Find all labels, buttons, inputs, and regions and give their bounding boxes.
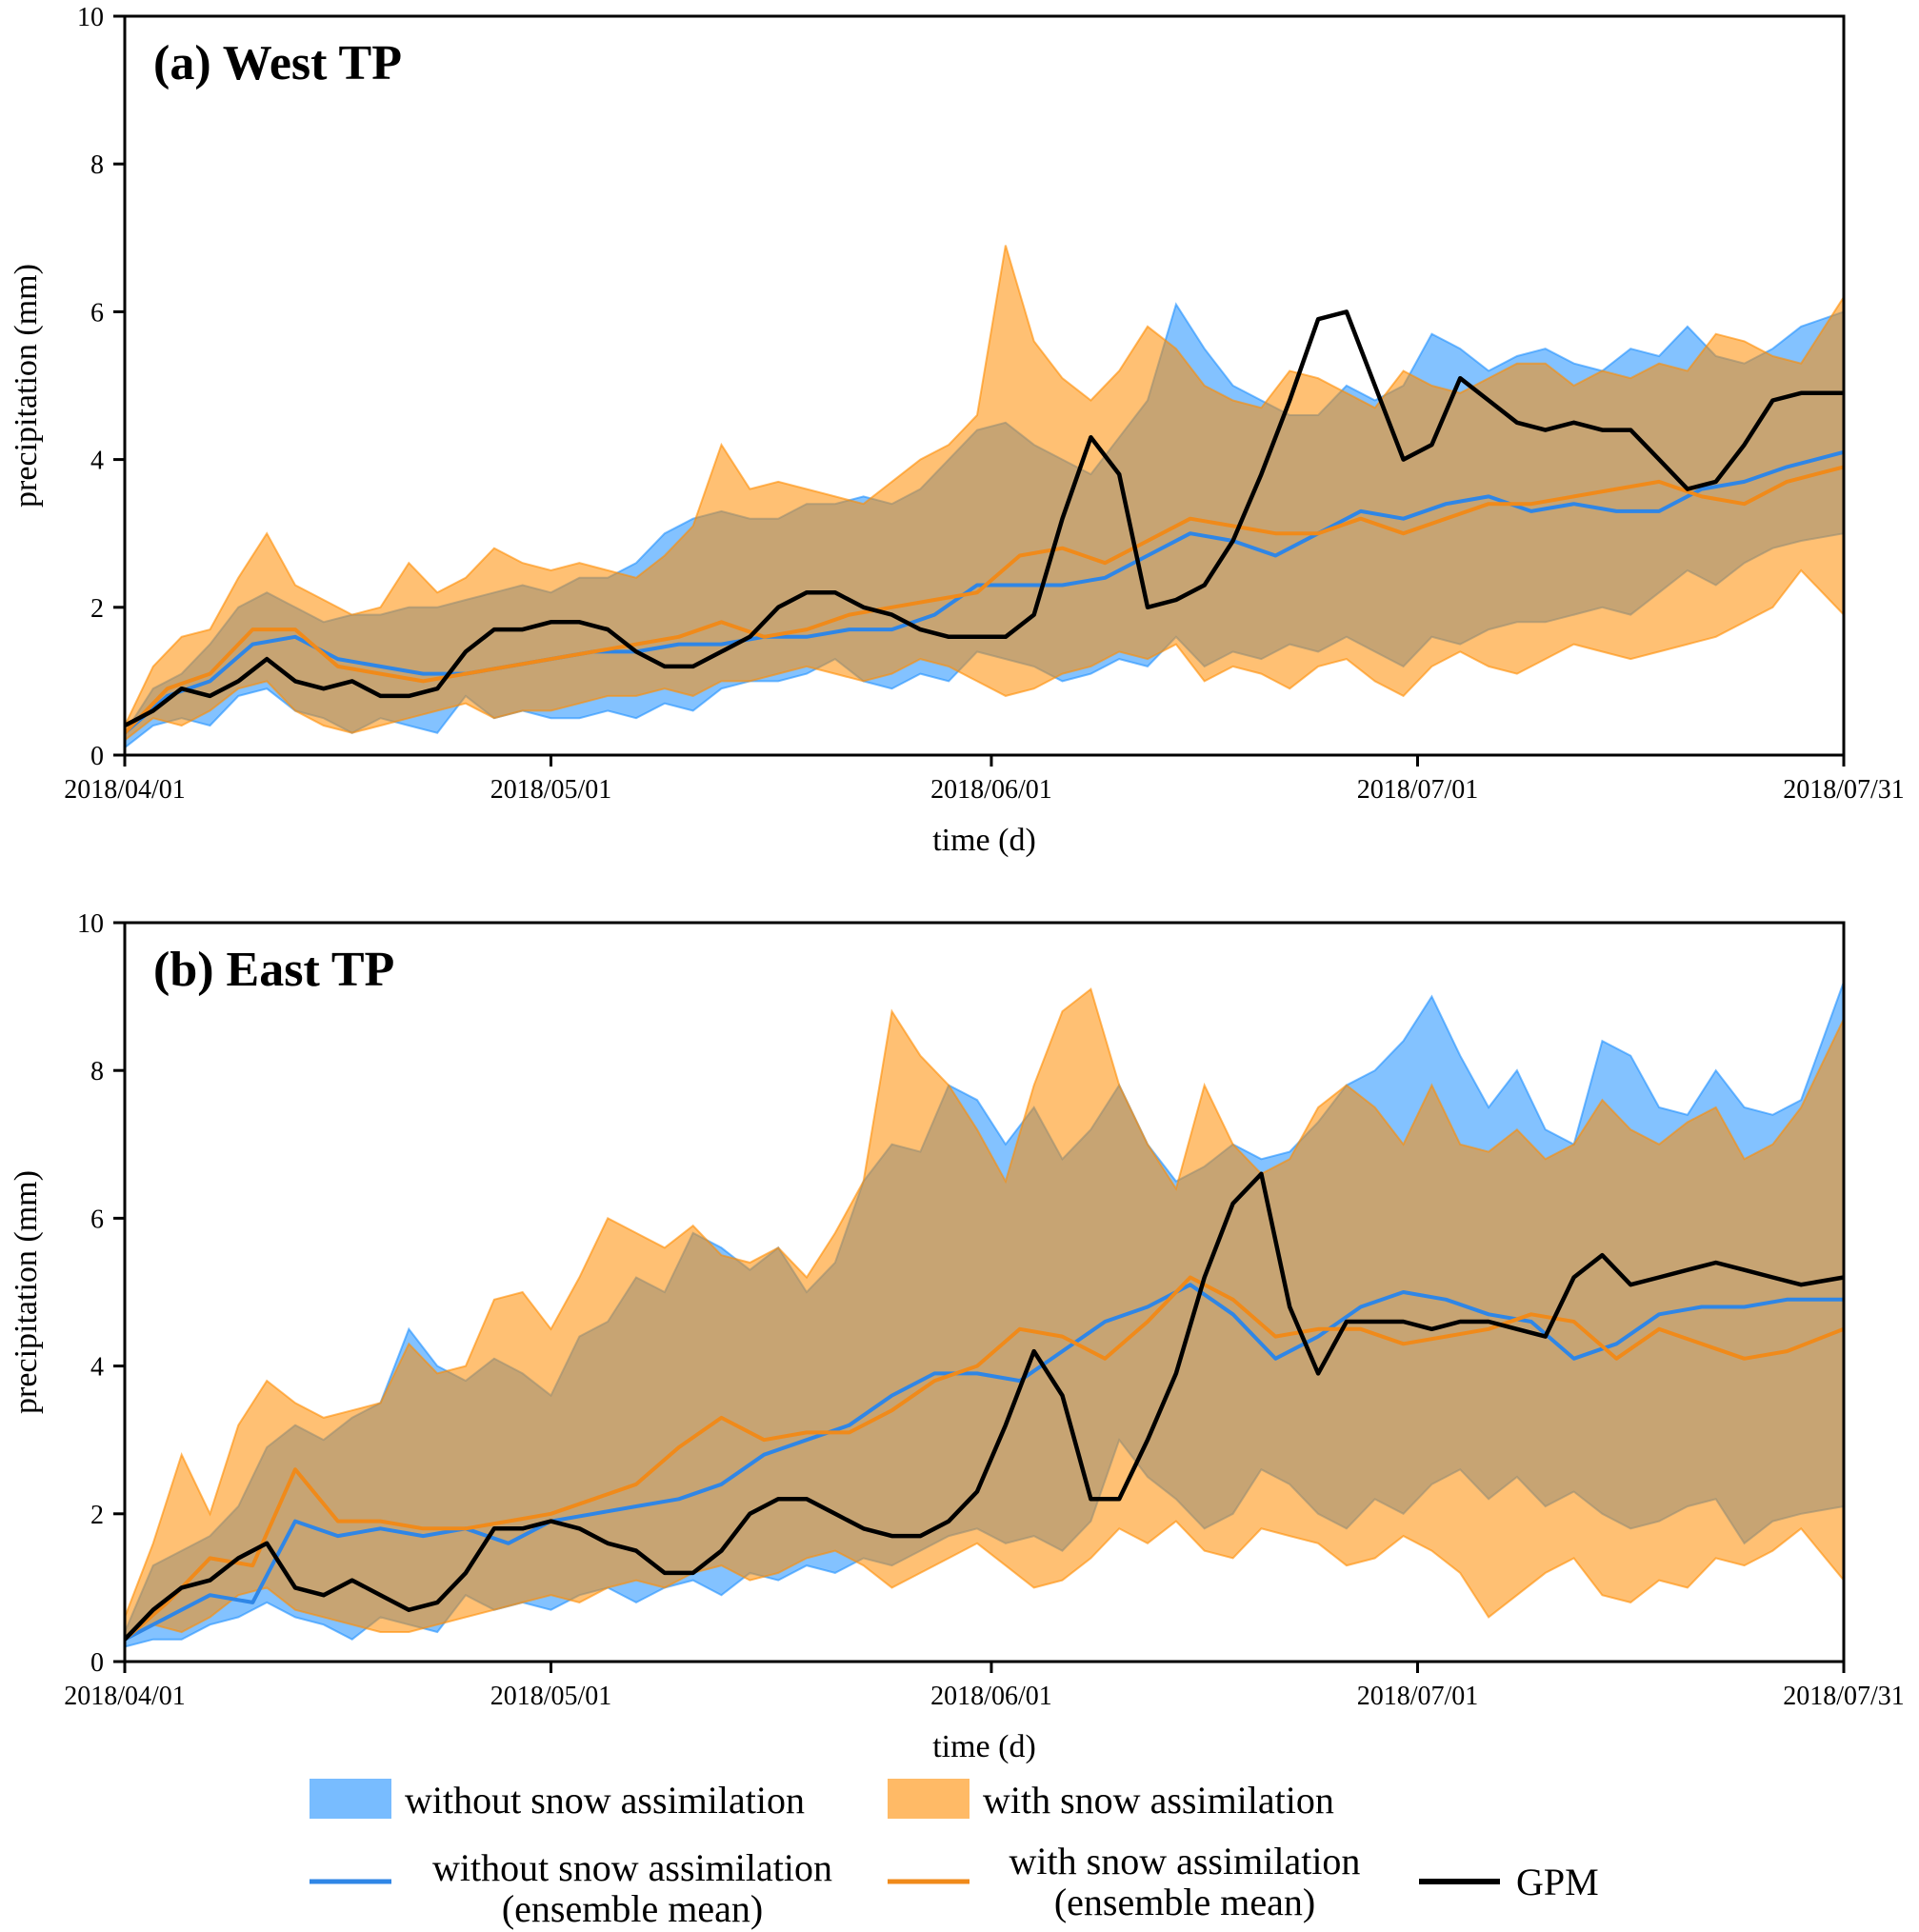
y-axis-label: precipitation (mm) <box>9 1170 44 1414</box>
x-axis-label: time (d) <box>932 1729 1036 1764</box>
legend-label-with-range: with snow assimilation <box>983 1779 1334 1822</box>
legend-swatch-with-range <box>888 1779 969 1819</box>
y-tick-label: 0 <box>90 742 104 771</box>
y-tick-label: 0 <box>90 1648 104 1678</box>
plot-frame <box>123 14 1846 757</box>
y-tick-label: 8 <box>90 1057 104 1086</box>
legend-label-gpm: GPM <box>1516 1861 1599 1903</box>
x-tick-label: 2018/05/01 <box>490 775 612 805</box>
y-tick-label: 4 <box>90 447 104 476</box>
legend-label-without-mean-1: without snow assimilation <box>432 1846 832 1889</box>
x-axis-label: time (d) <box>932 823 1036 858</box>
panel-west-tp: 0 2 4 6 8 10 2018/04/01 2018/05/01 2018/06/01 20… <box>9 3 1905 858</box>
line-with-snow-assimilation-ensemble-mean <box>123 1275 1845 1642</box>
line-with-snow-assimilation-ensemble-mean <box>123 465 1845 735</box>
x-tick-label: 2018/04/01 <box>64 1682 186 1711</box>
x-tick-label: 2018/07/31 <box>1783 1682 1905 1711</box>
y-tick-label: 8 <box>90 150 104 180</box>
y-axis-label: precipitation (mm) <box>9 264 44 508</box>
y-tick-label: 2 <box>90 594 104 624</box>
panel-east-tp: 0 2 4 6 8 10 2018/04/01 2018/05/01 2018/06/01 20… <box>9 909 1905 1764</box>
y-tick-label: 4 <box>90 1353 104 1383</box>
plot-frame <box>123 921 1846 1663</box>
x-tick-label: 2018/07/01 <box>1357 1682 1479 1711</box>
x-tick-label: 2018/06/01 <box>930 1682 1052 1711</box>
line-gpm <box>123 1171 1845 1642</box>
panel-title: (a) West TP <box>153 36 402 90</box>
x-tick-label: 2018/07/01 <box>1357 775 1479 805</box>
x-tick-label: 2018/05/01 <box>490 1682 612 1711</box>
y-tick-label: 10 <box>77 909 104 939</box>
y-tick-label: 6 <box>90 298 104 328</box>
legend-label-without-mean-2: (ensemble mean) <box>502 1887 763 1930</box>
legend-label-with-mean-1: with snow assimilation <box>1009 1840 1361 1882</box>
legend: without snow assimilation with snow assi… <box>310 1779 1599 1930</box>
x-tick-label: 2018/06/01 <box>930 775 1052 805</box>
legend-label-with-mean-2: (ensemble mean) <box>1054 1881 1315 1923</box>
line-without-snow-assimilation-ensemble-mean <box>123 449 1845 735</box>
x-tick-label: 2018/07/31 <box>1783 775 1905 805</box>
legend-swatch-without-range <box>310 1779 391 1819</box>
line-gpm <box>123 309 1844 727</box>
y-tick-label: 6 <box>90 1205 104 1234</box>
legend-label-without-range: without snow assimilation <box>405 1779 805 1822</box>
x-tick-label: 2018/04/01 <box>64 775 186 805</box>
y-tick-label: 10 <box>77 3 104 32</box>
y-tick-label: 2 <box>90 1501 104 1530</box>
panel-title: (b) East TP <box>153 943 394 997</box>
